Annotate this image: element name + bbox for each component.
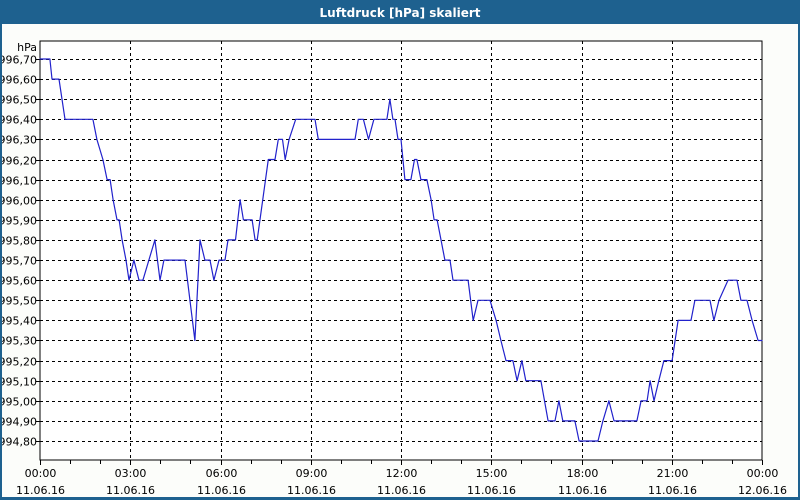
x-tick-time-label: 03:00 [115,467,147,480]
y-tick-label: 995,80 [2,235,37,248]
x-tick-date-label: 11.06.16 [106,484,155,497]
x-tick-time-label: 06:00 [206,467,238,480]
y-tick-label: 996,30 [2,134,37,147]
y-tick-label: 995,60 [2,275,37,288]
x-tick-date-label: 11.06.16 [16,484,65,497]
pressure-series-line [39,58,763,442]
x-tick-time-label: 15:00 [476,467,508,480]
x-tick-date-label: 11.06.16 [377,484,426,497]
pressure-chart: 996,70 996,60 996,50 996,40 996,30 996,20 996,… [2,40,787,497]
y-tick-label: 995,70 [2,255,37,268]
x-tick-date-label: 11.06.16 [197,484,246,497]
y-tick-label: 995,20 [2,356,37,369]
x-tick-date-label: 11.06.16 [287,484,336,497]
y-tick-label: 996,70 [2,54,37,67]
y-tick-label: 995,30 [2,335,37,348]
x-tick-time-label: 18:00 [567,467,599,480]
y-tick-label: 995,50 [2,295,37,308]
y-tick-label: 996,20 [2,155,37,168]
x-tick-date-label: 11.06.16 [467,484,516,497]
y-tick-label: 995,90 [2,215,37,228]
y-tick-label: 996,40 [2,114,37,127]
x-tick-date-label: 12.06.16 [738,484,787,497]
window-title: Luftdruck [hPa] skaliert [319,6,481,20]
y-tick-label: 996,10 [2,175,37,188]
y-tick-label: 996,00 [2,195,37,208]
x-tick-date-label: 11.06.16 [558,484,607,497]
y-tick-label: 994,90 [2,416,37,429]
y-tick-label: 995,00 [2,396,37,409]
y-tick-label: 995,40 [2,315,37,328]
y-tick-label: 996,50 [2,94,37,107]
x-tick-time-label: 00:00 [747,467,779,480]
x-tick-date-label: 11.06.16 [648,484,697,497]
y-axis-unit-label: hPa [17,41,37,54]
x-tick-time-label: 09:00 [296,467,328,480]
x-tick-time-label: 21:00 [657,467,689,480]
y-tick-label: 996,60 [2,74,37,87]
title-bar[interactable]: Luftdruck [hPa] skaliert [2,2,798,24]
y-tick-label: 995,10 [2,376,37,389]
x-tick-time-label: 12:00 [386,467,418,480]
y-tick-label: 994,80 [2,436,37,449]
x-tick-time-label: 00:00 [25,467,57,480]
